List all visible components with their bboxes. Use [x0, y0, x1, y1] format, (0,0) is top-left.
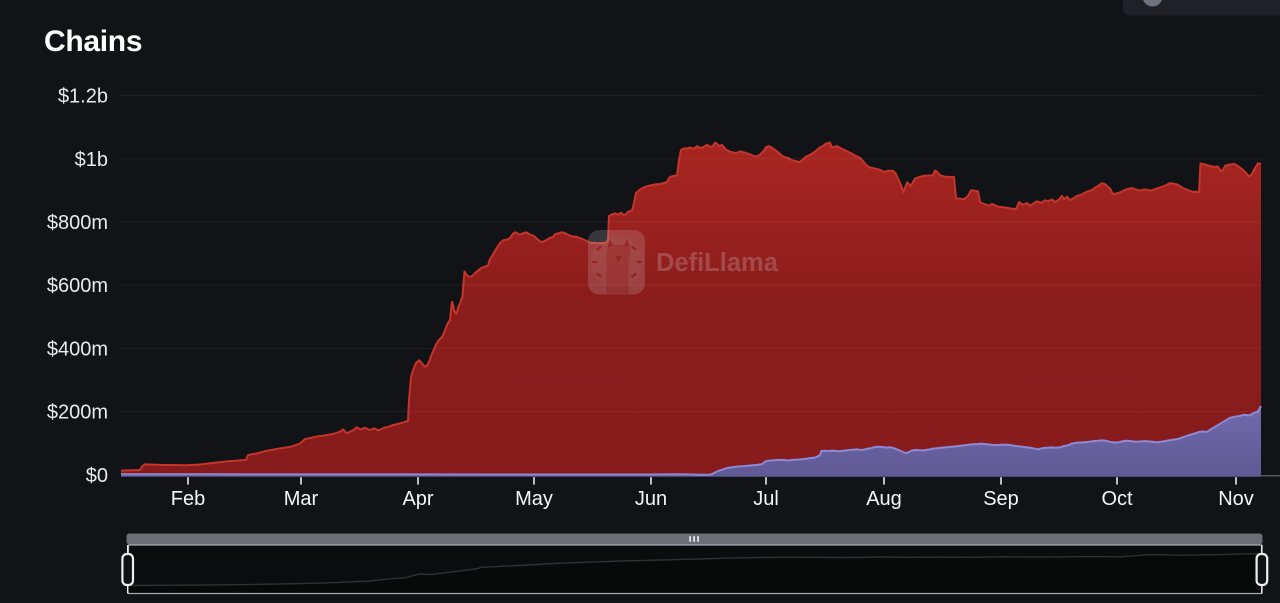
svg-text:$800m: $800m	[47, 212, 108, 234]
svg-text:DefiLlama: DefiLlama	[656, 249, 779, 277]
svg-text:Oct: Oct	[1101, 488, 1133, 510]
svg-text:$600m: $600m	[47, 275, 108, 297]
svg-text:Mar: Mar	[284, 488, 319, 510]
svg-text:Sep: Sep	[983, 488, 1019, 510]
svg-text:Apr: Apr	[402, 488, 433, 510]
svg-text:Chains: Chains	[44, 25, 142, 58]
svg-text:Aug: Aug	[866, 488, 902, 510]
svg-text:$1.2b: $1.2b	[58, 86, 108, 108]
svg-text:May: May	[515, 488, 553, 510]
svg-text:$0: $0	[86, 465, 108, 487]
svg-text:Nov: Nov	[1218, 488, 1254, 510]
svg-text:$200m: $200m	[47, 402, 108, 424]
svg-text:Jun: Jun	[635, 488, 667, 510]
svg-text:$1b: $1b	[75, 149, 108, 171]
svg-text:Jul: Jul	[753, 488, 779, 510]
svg-text:Feb: Feb	[171, 488, 205, 510]
svg-text:$400m: $400m	[47, 338, 108, 360]
